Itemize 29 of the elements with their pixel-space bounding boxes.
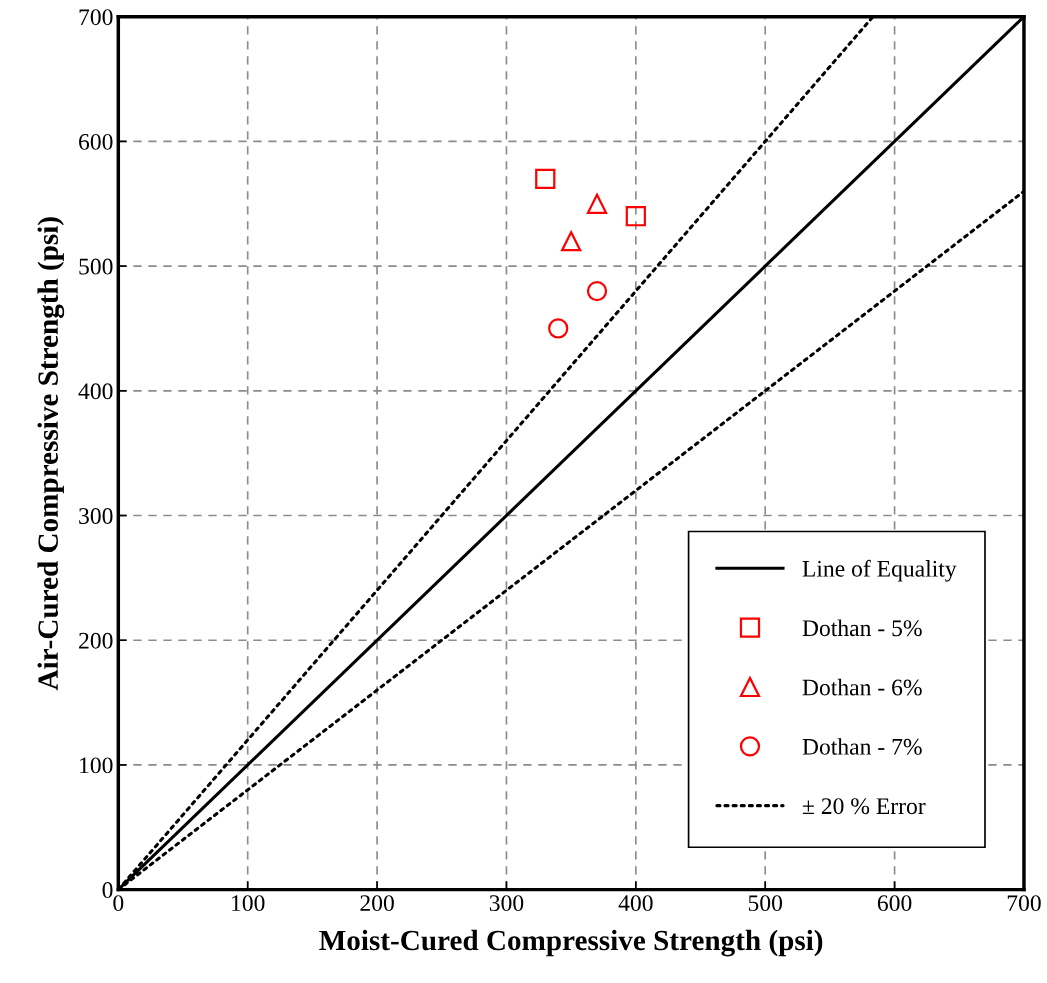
x-axis-title: Moist-Cured Compressive Strength (psi) xyxy=(319,929,823,957)
y-tick-label: 400 xyxy=(78,383,113,400)
y-tick-label: 500 xyxy=(79,258,113,275)
point xyxy=(586,193,608,214)
y-tick-label: 700 xyxy=(79,9,113,26)
legend-label: Dothan - 6% xyxy=(802,678,922,696)
x-tick-label: 300 xyxy=(489,895,524,912)
x-tick-label: 600 xyxy=(877,895,912,912)
x-tick-label: 500 xyxy=(748,895,783,912)
point xyxy=(561,231,582,252)
point xyxy=(535,168,556,189)
legend-label: Dothan - 7% xyxy=(802,738,922,755)
legend-label: Line of Equality xyxy=(802,559,957,582)
legend-label: ± 20 % Error xyxy=(802,798,926,815)
x-tick-label: 100 xyxy=(232,895,265,912)
y-tick-label: 0 xyxy=(102,882,113,899)
y-tick-label: 600 xyxy=(79,133,113,150)
y-tick-label: 300 xyxy=(79,508,113,524)
y-tick-label: 200 xyxy=(79,632,113,649)
point xyxy=(625,206,646,227)
point xyxy=(548,318,569,339)
x-tick-label: 400 xyxy=(618,895,653,912)
legend-label: Dothan - 5% xyxy=(802,619,922,637)
y-tick-label: 100 xyxy=(80,757,113,774)
point xyxy=(586,280,608,302)
x-tick-label: 700 xyxy=(1007,895,1041,912)
x-tick-label: 0 xyxy=(113,895,124,912)
x-tick-label: 200 xyxy=(360,895,394,912)
y-axis-title: Air-Cured Compressive Strength (psi) xyxy=(37,217,65,691)
